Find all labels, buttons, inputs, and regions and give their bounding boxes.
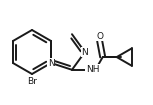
Text: O: O — [96, 32, 103, 41]
Text: NH: NH — [86, 65, 100, 74]
Text: Br: Br — [27, 77, 37, 85]
Text: N: N — [48, 58, 54, 68]
Text: N: N — [82, 47, 88, 56]
